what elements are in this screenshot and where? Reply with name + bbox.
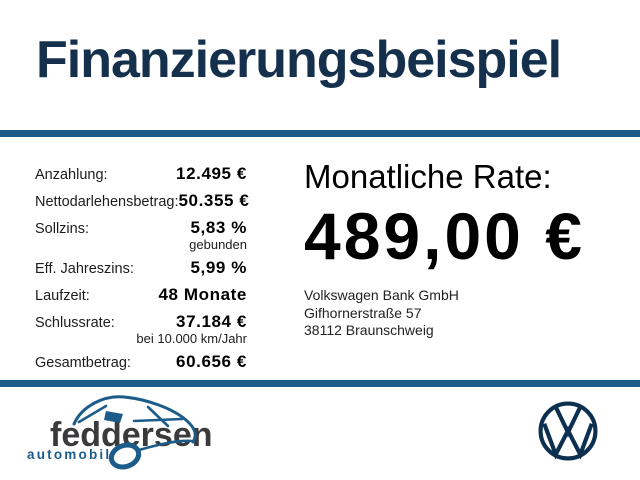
finance-row-value: 37.184 € <box>176 312 247 331</box>
finance-row-note: bei 10.000 km/Jahr <box>136 331 247 346</box>
car-sketch-icon <box>72 395 197 470</box>
finance-row-label: Laufzeit: <box>35 288 90 304</box>
rate-panel: Monatliche Rate: 489,00 € Volkswagen Ban… <box>304 158 624 340</box>
vw-logo-icon <box>538 401 598 461</box>
finance-row-value-wrap: 12.495 € <box>176 164 247 183</box>
bank-address-line2: Gifhornerstraße 57 <box>304 304 422 321</box>
dealer-subtitle: automobile <box>27 447 122 462</box>
finance-row-value-wrap: 60.656 € <box>176 352 247 371</box>
bank-address: Volkswagen Bank GmbH Gifhornerstraße 57 … <box>304 287 624 340</box>
bank-address-line1: Volkswagen Bank GmbH <box>304 287 459 303</box>
finance-row-value: 60.656 € <box>176 352 247 371</box>
finance-row-value-wrap: 48 Monate <box>158 285 247 304</box>
finance-row-value: 12.495 € <box>176 164 247 183</box>
finance-row-value-wrap: 5,99 % <box>190 258 247 277</box>
finance-row: Gesamtbetrag: 60.656 € <box>35 352 247 373</box>
finance-row-value-wrap: 5,83 % gebunden <box>189 218 247 252</box>
dealer-logo: feddersen automobile <box>22 392 234 478</box>
finance-row: Nettodarlehensbetrag: 50.355 € <box>35 191 250 212</box>
monthly-rate-label: Monatliche Rate: <box>304 158 552 195</box>
bank-address-line3: 38112 Braunschweig <box>304 322 434 338</box>
finance-row: Sollzins: 5,83 % gebunden <box>35 218 247 252</box>
finance-row: Laufzeit: 48 Monate <box>35 285 247 306</box>
finance-row: Eff. Jahreszins: 5,99 % <box>35 258 247 279</box>
finance-row-value: 50.355 € <box>178 191 250 210</box>
finance-row: Schlussrate: 37.184 € bei 10.000 km/Jahr <box>35 312 247 346</box>
top-divider-bar <box>0 130 640 137</box>
finance-row-label: Anzahlung: <box>35 167 108 183</box>
finance-row-label: Nettodarlehensbetrag: <box>35 194 179 210</box>
finance-row-label: Sollzins: <box>35 221 89 237</box>
finance-table: Anzahlung: 12.495 € Nettodarlehensbetrag… <box>35 164 250 379</box>
footer-divider-bar <box>0 380 640 387</box>
monthly-rate-amount: 489,00 € <box>304 199 585 273</box>
finance-row: Anzahlung: 12.495 € <box>35 164 247 185</box>
finance-row-value-wrap: 50.355 € <box>179 191 250 210</box>
finance-row-note: gebunden <box>189 237 247 252</box>
page-title: Finanzierungsbeispiel <box>36 31 562 89</box>
finance-row-value-wrap: 37.184 € bei 10.000 km/Jahr <box>136 312 247 346</box>
finance-row-value: 48 Monate <box>158 285 247 304</box>
finance-row-label: Schlussrate: <box>35 315 115 331</box>
finance-row-value: 5,99 % <box>190 258 247 277</box>
finance-row-label: Eff. Jahreszins: <box>35 261 134 277</box>
finance-row-label: Gesamtbetrag: <box>35 355 131 371</box>
finance-row-value: 5,83 % <box>190 218 247 237</box>
